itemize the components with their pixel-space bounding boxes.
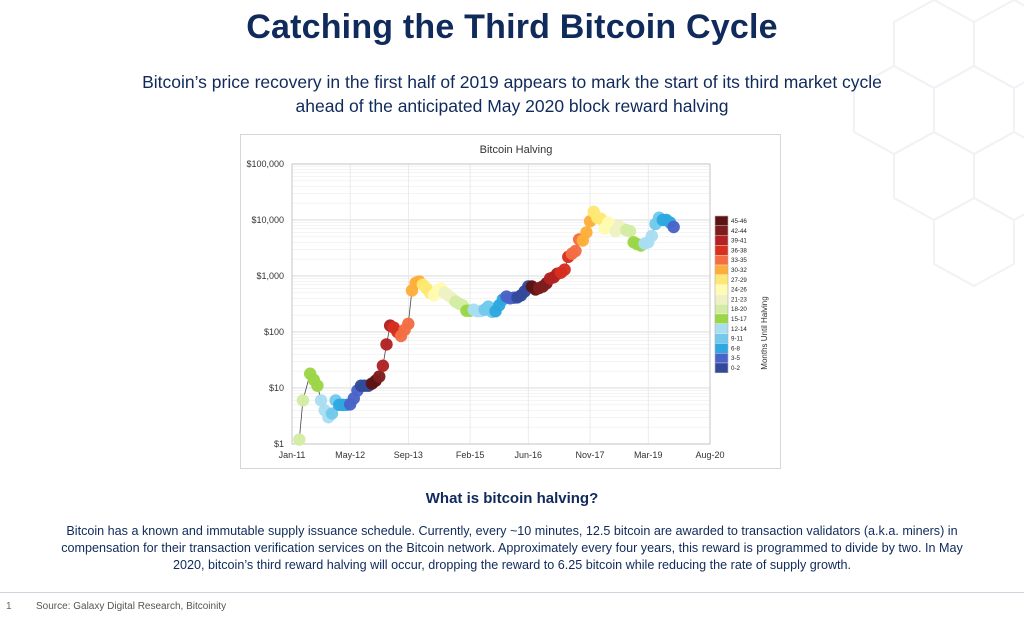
legend-swatch: [714, 235, 729, 246]
data-point: [311, 379, 324, 392]
hexagon-pattern-decoration: [853, 0, 1024, 288]
legend-swatch: [714, 294, 729, 305]
chart-points: [293, 205, 680, 446]
legend-swatch: [714, 255, 729, 266]
data-point: [325, 407, 339, 420]
legend-swatch: [714, 313, 729, 324]
legend-label: 9-11: [731, 336, 743, 343]
legend-label: 6-8: [731, 345, 741, 352]
legend-swatch: [714, 353, 729, 364]
legend-swatch: [714, 333, 729, 344]
x-tick-label: Aug-20: [695, 450, 724, 460]
x-tick-label: Nov-17: [576, 450, 605, 460]
legend-label: 0-2: [731, 365, 741, 372]
legend-swatch: [714, 215, 729, 226]
legend-label: 36-38: [731, 247, 747, 254]
y-tick-label: $100: [264, 327, 284, 337]
data-point: [296, 394, 310, 407]
legend-swatch: [714, 264, 729, 275]
x-tick-label: Feb-15: [456, 450, 485, 460]
data-point: [293, 433, 306, 446]
plot-area-border: [291, 163, 711, 445]
data-point: [558, 263, 571, 276]
legend-label: 15-17: [731, 316, 747, 323]
x-tick-label: Mar-19: [634, 450, 663, 460]
y-tick-label: $1: [274, 439, 284, 449]
data-point: [645, 229, 659, 243]
chart-legend: 45-46 42-44 39-41 36-38 33-35 30-32 27-29 24-26…: [714, 215, 747, 374]
legend-label: 27-29: [731, 277, 747, 284]
x-tick-label: Jan-11: [279, 450, 306, 460]
bitcoin-halving-chart: Bitcoin Halving $1$10$100$1,000$10,000$1…: [246, 144, 769, 460]
page-number: 1: [6, 601, 12, 612]
section-heading: What is bitcoin halving?: [425, 490, 599, 507]
y-tick-label: $100,000: [246, 159, 284, 169]
chart-axes: $1 $10 $100 $1,000 $10,000 $100,000 Jan-11 May-…: [246, 159, 724, 460]
y-tick-label: $1,000: [256, 271, 284, 281]
data-point: [569, 244, 582, 258]
legend-label: 45-46: [731, 218, 747, 225]
legend-label: 24-26: [731, 287, 747, 294]
legend-swatch: [714, 304, 729, 315]
y-tick-label: $10: [269, 383, 284, 393]
legend-label: 30-32: [731, 267, 747, 274]
legend-label: 33-35: [731, 257, 747, 264]
data-point: [402, 317, 415, 331]
legend-label: 3-5: [731, 355, 741, 362]
chart-title: Bitcoin Halving: [480, 144, 553, 156]
legend-swatch: [714, 362, 729, 373]
x-tick-label: Sep-13: [394, 450, 423, 460]
legend-swatch: [714, 343, 729, 354]
legend-swatch: [714, 323, 729, 334]
x-tick-label: Jun-16: [514, 450, 542, 460]
data-point: [314, 394, 328, 407]
source-note: Source: Galaxy Digital Research, Bitcoin…: [36, 601, 227, 612]
y-tick-label: $10,000: [251, 215, 284, 225]
footer-divider: [0, 592, 1024, 593]
x-tick-label: May-12: [335, 450, 365, 460]
data-point: [667, 220, 680, 234]
data-point: [373, 370, 386, 383]
legend-label: 21-23: [731, 296, 747, 303]
legend-label: 18-20: [731, 306, 747, 313]
legend-swatch: [714, 274, 729, 285]
legend-label: 39-41: [731, 238, 747, 245]
body-paragraph: Bitcoin has a known and immutable supply…: [61, 524, 963, 572]
legend-swatch: [714, 225, 729, 236]
legend-title: Months Until Halving: [760, 296, 769, 369]
page-subtitle: Bitcoin’s price recovery in the first ha…: [142, 72, 882, 116]
legend-bar-border: [714, 215, 729, 374]
data-point: [380, 338, 393, 351]
data-point: [580, 226, 593, 239]
legend-label: 12-14: [731, 326, 747, 333]
data-point: [623, 225, 637, 238]
data-point: [376, 359, 390, 372]
legend-label: 42-44: [731, 228, 747, 235]
legend-swatch: [714, 284, 729, 295]
legend-swatch: [714, 245, 729, 256]
page-title: Catching the Third Bitcoin Cycle: [246, 8, 778, 46]
